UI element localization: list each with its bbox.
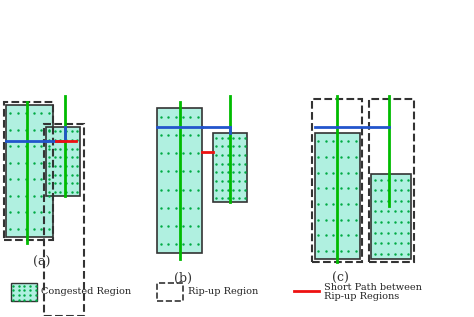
Bar	[315, 133, 359, 259]
Text: (c): (c)	[332, 272, 349, 285]
Bar	[312, 99, 362, 262]
Text: Rip-up Regions: Rip-up Regions	[324, 292, 400, 301]
Bar	[46, 127, 80, 196]
Bar	[157, 108, 201, 253]
Text: (a): (a)	[33, 256, 50, 269]
Bar	[157, 283, 183, 301]
Text: (b): (b)	[174, 272, 192, 285]
Bar	[369, 99, 414, 262]
Text: Rip-up Region: Rip-up Region	[188, 287, 258, 295]
Bar	[213, 133, 247, 203]
Text: Short Path between: Short Path between	[324, 283, 422, 292]
Text: Congested Region: Congested Region	[41, 287, 132, 295]
Bar	[4, 102, 53, 240]
Bar	[44, 124, 84, 316]
Bar	[11, 283, 36, 301]
Bar	[371, 174, 411, 259]
Bar	[6, 105, 53, 237]
